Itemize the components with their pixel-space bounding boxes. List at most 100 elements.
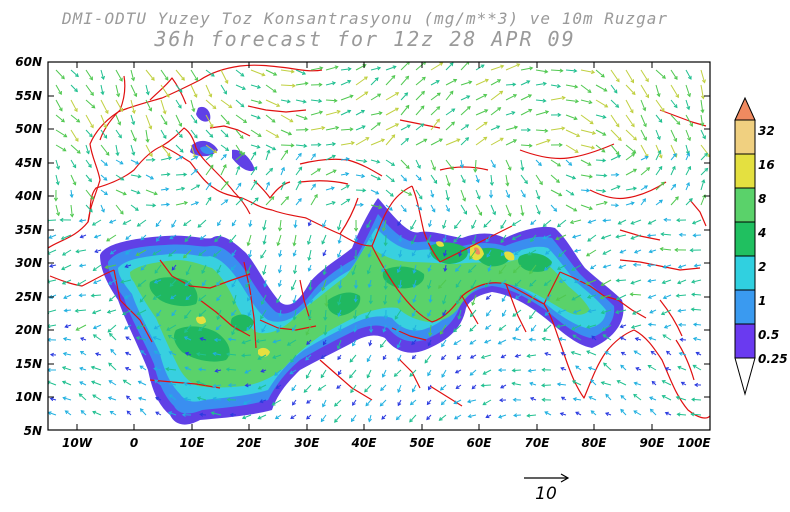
wind-arrow bbox=[505, 83, 516, 86]
wind-arrow-head bbox=[156, 312, 161, 317]
wind-arrow-head bbox=[63, 308, 68, 313]
wind-arrow bbox=[235, 183, 242, 191]
wind-arrow-head bbox=[338, 328, 343, 333]
wind-arrow-head bbox=[226, 352, 231, 357]
wind-arrow bbox=[678, 264, 687, 268]
wind-arrow bbox=[685, 114, 693, 127]
wind-arrow-head bbox=[459, 164, 464, 169]
wind-arrow-head bbox=[630, 280, 635, 285]
wind-arrow-head bbox=[60, 75, 65, 80]
wind-arrow bbox=[400, 174, 407, 182]
wind-arrow-head bbox=[405, 165, 410, 169]
wind-arrow-head bbox=[427, 312, 431, 317]
wind-arrow-head bbox=[347, 109, 352, 114]
lon-label: 100E bbox=[677, 436, 711, 450]
wind-arrow-head bbox=[207, 182, 212, 187]
wind-arrow-head bbox=[322, 271, 327, 276]
wind-arrow-head bbox=[153, 279, 158, 284]
wind-arrow bbox=[226, 368, 237, 371]
wind-arrow-head bbox=[382, 356, 387, 361]
wind-arrow-head bbox=[322, 341, 327, 346]
wind-arrow-head bbox=[529, 66, 534, 71]
wind-arrow bbox=[156, 234, 162, 242]
wind-arrow bbox=[310, 67, 323, 71]
wind-arrow bbox=[160, 144, 171, 157]
wind-arrow bbox=[559, 279, 567, 283]
wind-arrow bbox=[565, 129, 580, 137]
wind-arrow bbox=[205, 144, 217, 154]
wind-arrow-head bbox=[183, 382, 188, 387]
wind-arrow-head bbox=[572, 175, 577, 180]
wind-arrow-head bbox=[321, 126, 326, 131]
wind-arrow bbox=[546, 294, 552, 300]
wind-arrow bbox=[445, 121, 455, 131]
wind-arrow bbox=[352, 399, 357, 406]
wind-arrow-head bbox=[252, 151, 257, 156]
wind-arrow bbox=[226, 353, 237, 356]
wind-arrow bbox=[130, 129, 137, 142]
wind-arrow-head bbox=[162, 134, 167, 140]
wind-arrow bbox=[610, 84, 618, 94]
wind-arrow bbox=[676, 396, 687, 401]
wind-arrow-head bbox=[337, 312, 342, 318]
wind-arrow bbox=[205, 182, 212, 191]
wind-arrow-head bbox=[675, 293, 680, 298]
wind-arrow-head bbox=[237, 182, 242, 187]
wind-arrow bbox=[92, 394, 102, 401]
wind-arrow-head bbox=[169, 235, 174, 240]
wind-arrow-head bbox=[603, 173, 608, 178]
wind-arrow bbox=[280, 69, 294, 73]
wind-arrow-head bbox=[529, 270, 533, 275]
wind-arrow-head bbox=[574, 149, 579, 153]
wind-arrow bbox=[603, 219, 612, 222]
wind-arrow bbox=[140, 350, 147, 356]
lat-label: 55N bbox=[15, 89, 42, 103]
wind-arrow-head bbox=[412, 298, 417, 304]
wind-arrow-head bbox=[155, 237, 160, 242]
wind-arrow-head bbox=[92, 394, 97, 399]
wind-arrow bbox=[115, 84, 120, 97]
wind-arrow bbox=[220, 199, 228, 206]
wind-arrow-head bbox=[256, 144, 261, 149]
wind-arrow bbox=[280, 167, 285, 176]
wind-arrow bbox=[661, 233, 672, 236]
wind-arrow-head bbox=[438, 285, 442, 289]
wind-arrow bbox=[662, 279, 672, 284]
wind-arrow-head bbox=[555, 179, 560, 183]
colorbar-swatch bbox=[734, 187, 756, 223]
wind-arrow bbox=[550, 159, 561, 167]
wind-arrow bbox=[154, 379, 162, 386]
wind-arrow bbox=[153, 368, 162, 371]
wind-arrow bbox=[471, 219, 477, 229]
wind-arrow bbox=[110, 349, 117, 356]
wind-arrow-head bbox=[88, 208, 93, 213]
wind-arrow-head bbox=[411, 355, 416, 360]
wind-arrow bbox=[400, 92, 408, 101]
wind-arrow-head bbox=[512, 397, 517, 402]
wind-arrow bbox=[505, 174, 509, 186]
wind-arrow-head bbox=[402, 208, 407, 213]
wind-arrow-head bbox=[620, 351, 625, 356]
wind-arrow bbox=[339, 279, 342, 289]
wind-arrow bbox=[453, 399, 462, 404]
wind-arrow bbox=[354, 309, 357, 319]
wind-arrow-head bbox=[478, 211, 483, 216]
wind-arrow-head bbox=[527, 94, 533, 98]
wind-arrow-head bbox=[88, 178, 93, 183]
wind-arrow bbox=[295, 153, 302, 161]
wind-arrow bbox=[397, 219, 402, 226]
wind-arrow-head bbox=[199, 337, 204, 342]
wind-arrow-head bbox=[633, 393, 638, 398]
wind-arrow-head bbox=[247, 312, 252, 317]
wind-arrow bbox=[79, 219, 87, 222]
wind-arrow bbox=[220, 69, 229, 84]
wind-arrow-head bbox=[90, 124, 94, 129]
wind-arrow-head bbox=[398, 284, 403, 289]
wind-arrow bbox=[415, 159, 421, 169]
wind-arrow-head bbox=[599, 295, 604, 300]
wind-arrow bbox=[692, 219, 702, 224]
wind-arrow-head bbox=[248, 223, 253, 228]
wind-arrow-head bbox=[630, 79, 634, 84]
wind-arrow-head bbox=[120, 176, 125, 181]
wind-arrow-head bbox=[453, 400, 458, 405]
